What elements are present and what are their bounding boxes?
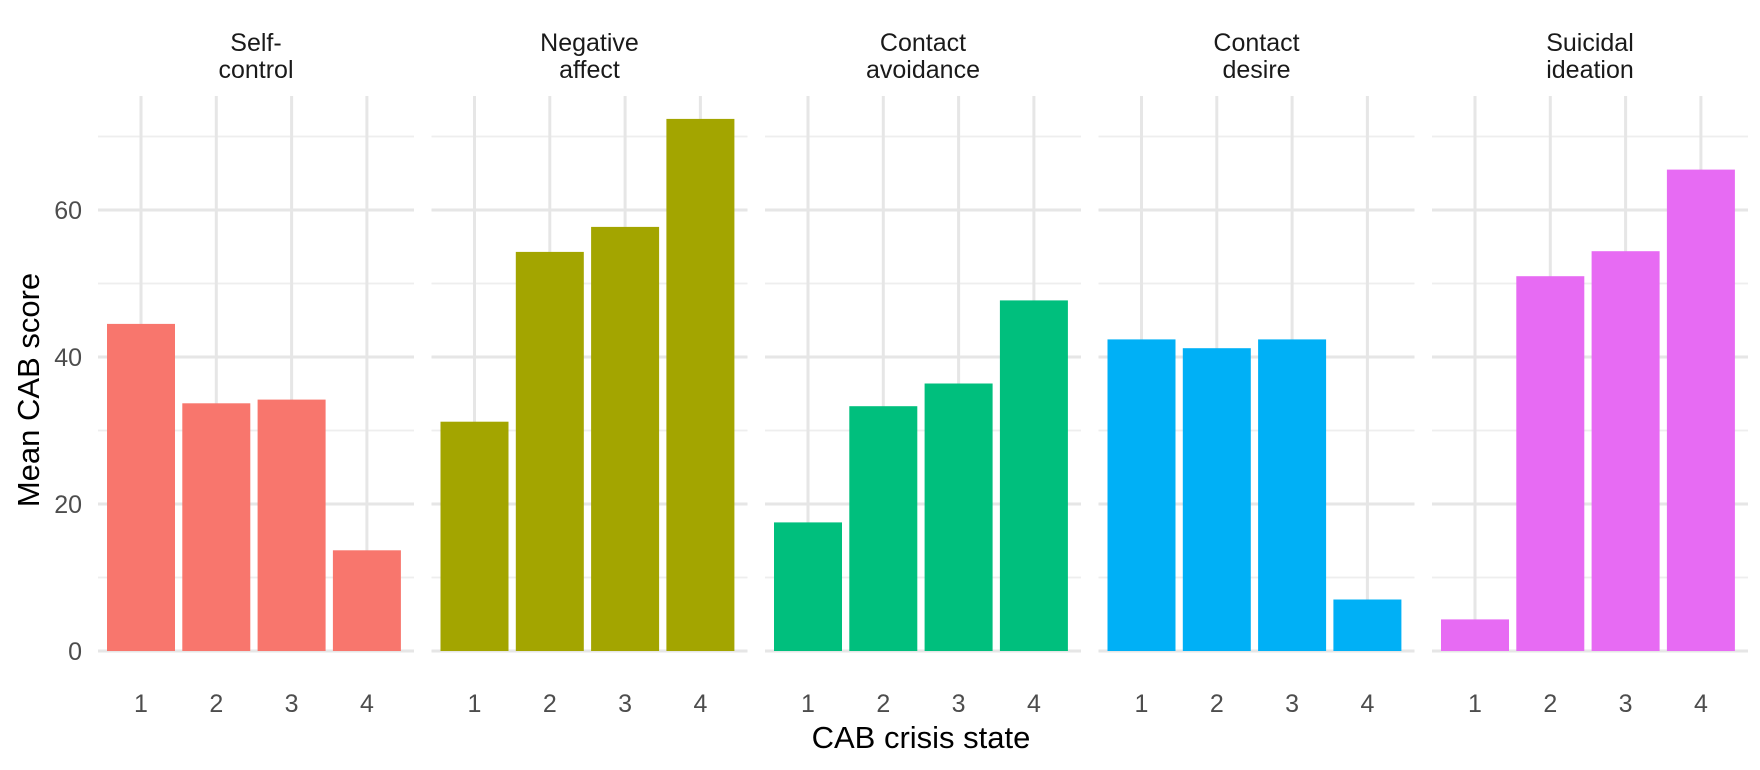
bar — [1516, 276, 1585, 651]
x-tick-label: 1 — [1468, 690, 1482, 718]
x-tick-label: 4 — [360, 690, 374, 718]
facet-title: Contact — [880, 29, 966, 57]
y-tick-label: 20 — [54, 491, 82, 519]
x-tick-label: 3 — [952, 690, 966, 718]
y-axis-title: Mean CAB score — [11, 273, 46, 507]
facet-title: affect — [559, 56, 620, 84]
bar — [257, 399, 326, 651]
bar — [107, 323, 175, 651]
bar — [849, 406, 918, 651]
facet-title: ideation — [1546, 56, 1634, 84]
x-tick-label: 1 — [1135, 690, 1149, 718]
bar — [591, 226, 660, 651]
x-tick-label: 4 — [1027, 690, 1041, 718]
bar — [1182, 348, 1251, 651]
x-tick-label: 3 — [285, 690, 299, 718]
facet-panel: 1 2 3 4 Self-control — [98, 29, 414, 718]
x-tick-label: 1 — [801, 690, 815, 718]
facet-title: Self- — [230, 29, 281, 57]
y-tick-label: 60 — [54, 197, 82, 225]
bar — [1666, 169, 1735, 651]
bar — [182, 403, 251, 651]
facet-title: desire — [1222, 56, 1290, 84]
bar — [440, 421, 509, 651]
x-tick-label: 2 — [543, 690, 557, 718]
x-tick-label: 2 — [209, 690, 223, 718]
facet-title: Suicidal — [1546, 29, 1634, 57]
x-tick-label: 1 — [134, 690, 148, 718]
x-tick-label: 1 — [468, 690, 482, 718]
bar — [1591, 251, 1660, 651]
x-axis-title: CAB crisis state — [812, 720, 1031, 755]
y-tick-label: 0 — [68, 638, 82, 666]
bar — [1258, 339, 1327, 651]
x-tick-label: 3 — [618, 690, 632, 718]
bar — [1333, 599, 1402, 651]
bar — [1107, 339, 1176, 651]
bar — [774, 522, 842, 651]
facet-title: avoidance — [866, 56, 980, 84]
x-tick-label: 2 — [1543, 690, 1557, 718]
bar — [1441, 619, 1509, 651]
x-tick-label: 4 — [1694, 690, 1708, 718]
bar — [332, 550, 401, 651]
bar — [924, 383, 993, 651]
facet-title: Negative — [540, 29, 639, 57]
x-tick-label: 3 — [1619, 690, 1633, 718]
bar — [999, 300, 1068, 651]
x-tick-label: 4 — [693, 690, 707, 718]
x-tick-label: 3 — [1285, 690, 1299, 718]
x-tick-label: 2 — [876, 690, 890, 718]
y-axis: 0 20 40 60 — [54, 197, 82, 666]
bar — [515, 251, 584, 651]
facet-title: Contact — [1213, 29, 1299, 57]
facet-title: control — [218, 56, 293, 84]
y-tick-label: 40 — [54, 344, 82, 372]
x-tick-label: 2 — [1210, 690, 1224, 718]
x-tick-label: 4 — [1360, 690, 1374, 718]
bar — [666, 118, 735, 651]
